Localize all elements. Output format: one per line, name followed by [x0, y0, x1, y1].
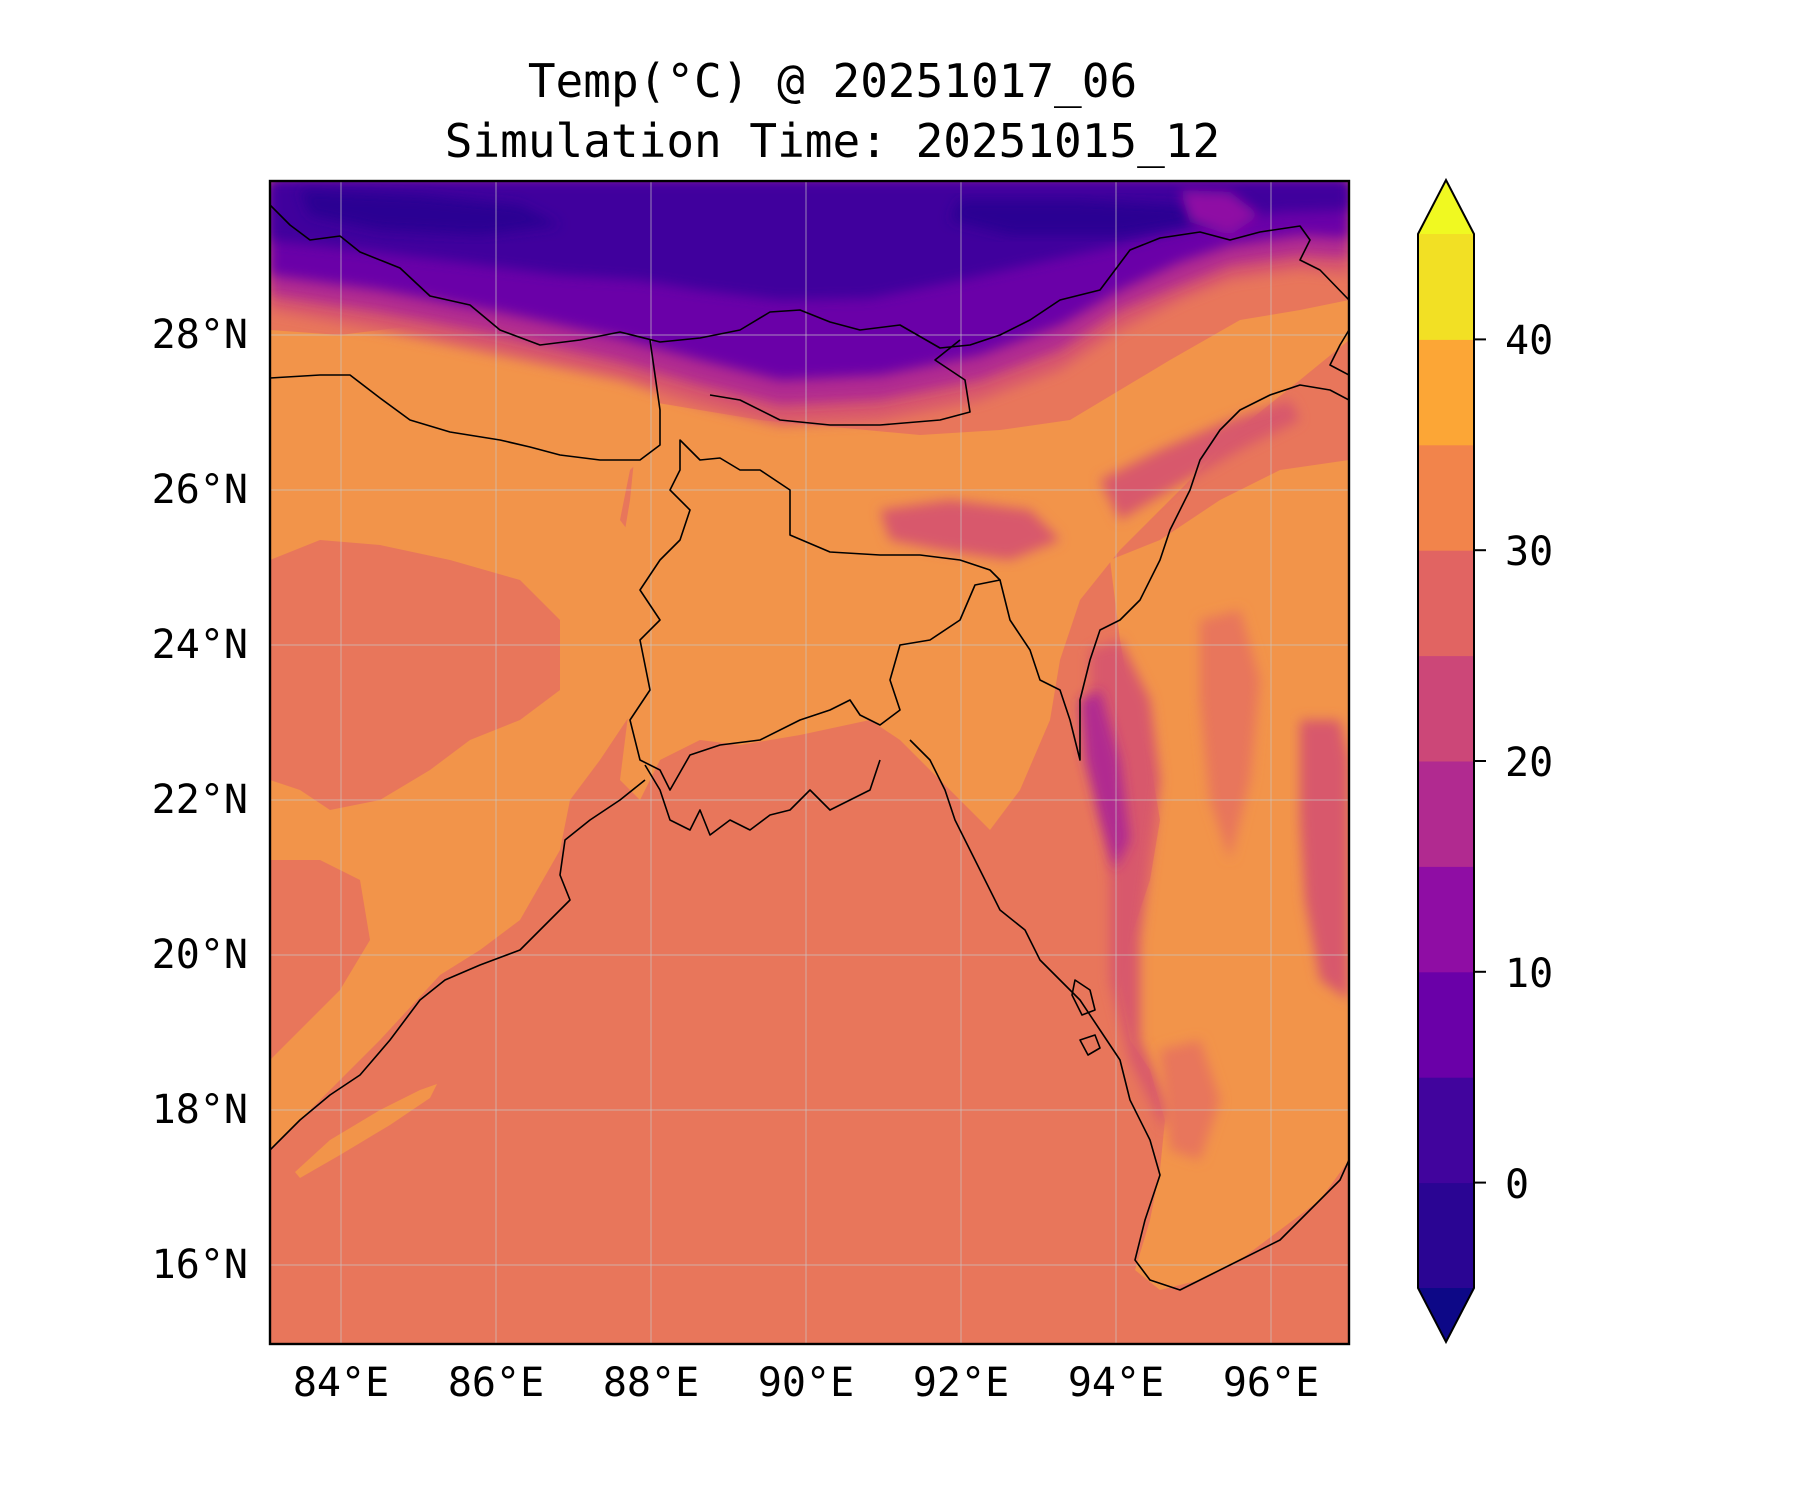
myanmar-south-cool-patch: [1160, 1040, 1220, 1160]
colorbar-bin: [1418, 1182, 1474, 1289]
colorbar-tick-label: 0: [1505, 1162, 1529, 1208]
bhutan-border: [709, 339, 971, 426]
lat-tick-label: 26°N: [152, 467, 248, 513]
colorbar-bin: [1418, 444, 1474, 551]
sundarbans-coast: [644, 759, 881, 836]
tibet-warm-valley: [1180, 190, 1260, 235]
colorbar-tick-label: 20: [1505, 740, 1553, 786]
lat-tick-label: 20°N: [152, 932, 248, 978]
arakan-yoma-ridge: [1080, 690, 1130, 870]
bangladesh-border: [629, 439, 1001, 791]
colorbar-bin: [1418, 234, 1474, 340]
india-east-cool-patch: [270, 860, 370, 1060]
chittagong-myanmar-coast: [909, 739, 1349, 1291]
colorbar-bin: [1418, 971, 1474, 1078]
lon-tick-label: 94°E: [1068, 1360, 1164, 1406]
lat-tick-label: 18°N: [152, 1087, 248, 1133]
lat-tick-label: 28°N: [152, 312, 248, 358]
colorbar-bin: [1418, 339, 1474, 446]
temperature-field: [270, 181, 1349, 1344]
myanmar-india-border: [999, 384, 1349, 761]
colorbar-ticks: 0 10 20 30 40: [1505, 318, 1553, 1208]
bangladesh-land-warm: [620, 300, 1349, 830]
nepal-south-border: [270, 339, 661, 461]
colorbar-extend-low: [1418, 1288, 1474, 1342]
india-east-coast: [270, 779, 646, 1151]
map-gridlines: [270, 181, 1349, 1344]
colorbar-extend-high: [1418, 180, 1474, 234]
lat-tick-label: 16°N: [152, 1242, 248, 1288]
tibet-cold-spot-1: [300, 190, 560, 235]
colorbar-tick-label: 10: [1505, 951, 1553, 997]
myanmar-east-border: [1329, 329, 1349, 376]
colorbar-bin: [1418, 550, 1474, 657]
latitude-axis: 28°N 26°N 24°N 22°N 20°N 18°N 16°N: [152, 312, 248, 1288]
map-title-line1: Temp(°C) @ 20251017_06: [527, 54, 1138, 108]
ramree-island: [1071, 979, 1096, 1016]
lon-tick-label: 84°E: [293, 1360, 389, 1406]
coastlines-and-borders: [270, 204, 1349, 1291]
plot-frame: [268, 179, 1351, 1346]
sea-warm-streak: [295, 1084, 437, 1178]
lon-tick-label: 96°E: [1223, 1360, 1319, 1406]
colorbar-tick-label: 40: [1505, 318, 1553, 364]
longitude-axis: 84°E 86°E 88°E 90°E 92°E 94°E 96°E: [293, 1360, 1319, 1406]
lat-tick-label: 22°N: [152, 777, 248, 823]
tibet-cold-spot-2: [950, 200, 1220, 235]
lon-tick-label: 86°E: [448, 1360, 544, 1406]
colorbar-bin: [1418, 761, 1474, 867]
cheduba-island: [1079, 1034, 1101, 1056]
lon-tick-label: 92°E: [913, 1360, 1009, 1406]
map-title-line2: Simulation Time: 20251015_12: [444, 114, 1221, 168]
sylhet-cool-patch: [880, 500, 1060, 560]
colorbar-tick-label: 30: [1505, 529, 1553, 575]
colorbar-bin: [1418, 1077, 1474, 1184]
lat-tick-label: 24°N: [152, 622, 248, 668]
myanmar-east-cool-patch: [1300, 720, 1349, 1000]
colorbar: [1417, 177, 1486, 1345]
colorbar-bin: [1418, 655, 1474, 762]
india-interior-cool-patch: [270, 540, 560, 810]
colorbar-bin: [1418, 866, 1474, 973]
himalaya-border: [270, 204, 1349, 349]
lon-tick-label: 88°E: [603, 1360, 699, 1406]
myanmar-lowland-cool-patch: [1200, 610, 1260, 860]
lon-tick-label: 90°E: [758, 1360, 854, 1406]
colorbar-outline: [1417, 177, 1475, 1345]
